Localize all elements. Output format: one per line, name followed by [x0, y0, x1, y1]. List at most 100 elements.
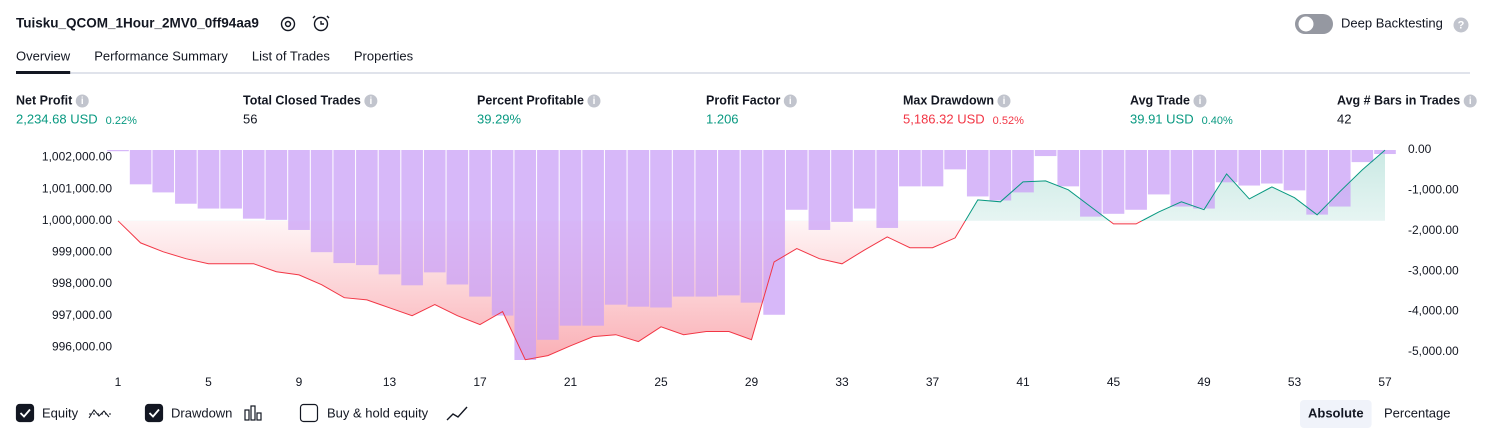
drawdown-bar	[197, 150, 220, 209]
legend-checkbox[interactable]	[299, 403, 319, 423]
drawdown-bar	[514, 150, 537, 360]
legend-checkbox[interactable]	[15, 403, 35, 423]
metric-percent: 0.52%	[993, 115, 1024, 127]
tab[interactable]: Performance Summary	[94, 48, 228, 63]
info-icon[interactable]	[587, 94, 601, 108]
x-tick-label: 57	[1378, 375, 1392, 389]
drawdown-bar	[876, 150, 899, 228]
drawdown-bar	[921, 150, 944, 187]
tab[interactable]: List of Trades	[252, 48, 331, 63]
metric-value: 2,234.68 USD	[16, 111, 98, 126]
metric-value: 5,186.32 USD	[903, 111, 985, 126]
drawdown-bar	[175, 150, 197, 204]
tab[interactable]: Overview	[16, 48, 71, 63]
drawdown-bar	[469, 150, 491, 297]
drawdown-bar	[695, 150, 718, 297]
x-tick-label: 17	[473, 375, 487, 389]
strategy-title: Tuisku_QCOM_1Hour_2MV0_0ff94aa9	[16, 16, 259, 31]
x-tick-label: 45	[1107, 375, 1121, 389]
legend-checkbox[interactable]	[144, 403, 164, 423]
drawdown-bar	[129, 150, 152, 185]
y-tick-label: 1,002,000.00	[42, 150, 112, 164]
drawdown-bar	[899, 150, 921, 187]
legend-label: Drawdown	[171, 405, 232, 420]
info-icon[interactable]	[997, 94, 1011, 108]
metric-label: Avg # Bars in Trades	[1337, 93, 1460, 107]
deep-backtesting-label: Deep Backtesting	[1341, 15, 1443, 30]
info-icon[interactable]	[783, 94, 797, 108]
drawdown-bar	[1306, 150, 1328, 215]
equity-icon	[88, 409, 111, 419]
drawdown-bar	[401, 150, 423, 286]
y-tick-label: 1,001,000.00	[42, 181, 112, 195]
x-tick-label: 1	[115, 375, 122, 389]
info-icon[interactable]	[75, 94, 89, 108]
tab[interactable]: Properties	[354, 48, 414, 63]
metric-label: Total Closed Trades	[243, 93, 361, 107]
y-tick-label: 996,000.00	[52, 340, 112, 354]
settings-icon[interactable]	[280, 16, 296, 32]
y2-tick-label: -4,000.00	[1408, 304, 1459, 318]
drawdown-bar	[378, 150, 401, 275]
drawdown-bar	[1125, 150, 1147, 210]
buy-hold-icon	[446, 406, 468, 421]
help-icon[interactable]: ?	[1453, 17, 1469, 33]
drawdown-bar	[1328, 150, 1351, 207]
drawdown-bar	[1374, 150, 1396, 155]
chart: 996,000.00 997,000.00 998,000.00 999,000.00…	[42, 142, 1459, 389]
legend-label: Buy & hold equity	[327, 405, 429, 420]
info-icon-glyph: i	[1199, 96, 1202, 107]
tab-bar: Overview Performance Summary List of Trade…	[16, 48, 414, 74]
info-icon[interactable]	[1463, 94, 1477, 108]
drawdown-bar	[944, 150, 966, 170]
scale-mode-button[interactable]: Percentage	[1384, 405, 1451, 420]
drawdown-bar	[740, 150, 763, 303]
y2-tick-label: -3,000.00	[1408, 263, 1459, 277]
info-icon-glyph: i	[789, 96, 792, 107]
info-icon[interactable]	[1193, 94, 1207, 108]
drawdown-bar	[808, 150, 831, 230]
drawdown-bar	[627, 150, 650, 307]
metric-label: Profit Factor	[706, 93, 780, 107]
deep-backtesting-toggle[interactable]	[1295, 14, 1333, 34]
drawdown-bar	[1193, 150, 1215, 209]
drawdown-bar	[853, 150, 876, 209]
drawdown-bar	[107, 150, 129, 152]
metric-value: 1.206	[706, 111, 739, 126]
y-tick-label: 997,000.00	[52, 308, 112, 322]
drawdown-bar	[1012, 150, 1034, 193]
alert-icon[interactable]	[312, 15, 330, 32]
drawdown-bar	[1034, 150, 1057, 157]
y2-tick-label: -1,000.00	[1408, 183, 1459, 197]
metrics-row: Net Profit i 2,234.68 USD 0.22% Total Closed…	[16, 93, 1477, 127]
metric-value: 42	[1337, 111, 1351, 126]
drawdown-bar	[288, 150, 310, 230]
metric-label: Avg Trade	[1130, 93, 1190, 107]
x-tick-label: 5	[205, 375, 212, 389]
info-icon[interactable]	[364, 94, 378, 108]
drawdown-bar	[1057, 150, 1080, 187]
drawdown-bar	[559, 150, 582, 326]
drawdown-bar	[1351, 150, 1374, 163]
y2-tick-label: 0.00	[1408, 142, 1432, 156]
drawdown-bar	[220, 150, 242, 209]
drawdown-bar	[1215, 150, 1238, 183]
metric-value: 39.29%	[477, 111, 522, 126]
scale-mode-button[interactable]: Absolute	[1308, 405, 1364, 420]
legend: Equity Drawdown Buy & hold equity	[15, 403, 468, 423]
drawdown-bar	[1261, 150, 1283, 184]
metric-label: Percent Profitable	[477, 93, 584, 107]
metric-label: Net Profit	[16, 93, 73, 107]
drawdown-bar	[242, 150, 265, 219]
x-tick-label: 13	[383, 375, 397, 389]
drawdown-bar	[1080, 150, 1102, 217]
drawdown-bar	[310, 150, 333, 253]
x-tick-label: 53	[1288, 375, 1302, 389]
checkmark	[19, 408, 31, 418]
legend-label: Equity	[42, 405, 79, 420]
drawdown-bar	[356, 150, 378, 266]
info-icon-glyph: i	[369, 96, 372, 107]
drawdown-bar	[672, 150, 695, 297]
drawdown-bar	[1238, 150, 1261, 186]
